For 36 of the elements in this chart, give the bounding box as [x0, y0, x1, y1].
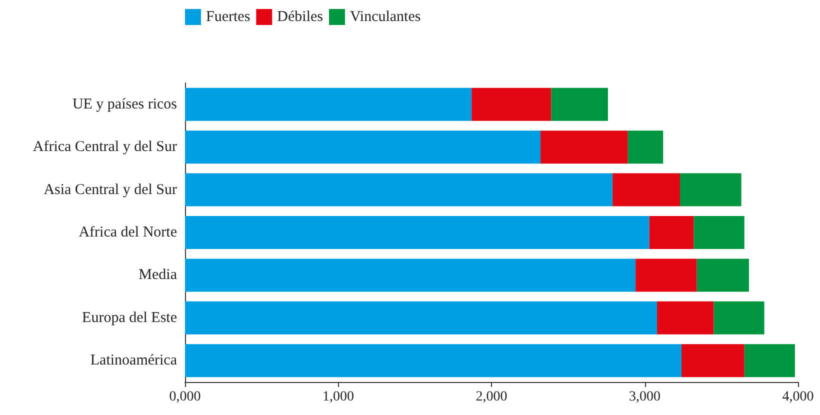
x-tick-label: 2,000 — [476, 390, 508, 404]
bar — [185, 258, 636, 292]
legend-label: Vinculantes — [350, 9, 421, 25]
bar — [185, 173, 613, 206]
bar — [682, 344, 744, 378]
x-tick-label: 3,000 — [629, 390, 660, 404]
x-tick-label: 0,000 — [169, 390, 201, 404]
bar — [628, 130, 664, 164]
bar — [680, 173, 742, 206]
y-tick-label: Africa del Norte — [78, 224, 178, 240]
x-tick-label: 1,000 — [322, 390, 354, 404]
bar — [551, 88, 608, 121]
bar — [472, 88, 552, 121]
y-tick-label: Europa del Este — [82, 310, 178, 326]
bar — [649, 216, 694, 249]
y-tick-label: Latinoamérica — [90, 352, 178, 369]
bar — [696, 258, 749, 292]
bar — [636, 258, 697, 292]
bar — [694, 216, 744, 249]
bar — [714, 301, 764, 334]
y-tick-label: UE y países ricos — [72, 96, 178, 112]
bar — [612, 173, 680, 206]
bar — [657, 301, 714, 334]
bar — [185, 130, 541, 164]
legend-label: Fuertes — [206, 9, 250, 25]
y-tick-label: Media — [138, 267, 178, 284]
bar — [185, 88, 472, 121]
bar — [540, 130, 628, 164]
y-tick-label: Africa Central y del Sur — [32, 139, 177, 156]
bar — [185, 216, 650, 249]
bar — [744, 344, 795, 378]
y-tick-label: Asia Central y del Sur — [44, 182, 177, 198]
bar — [185, 301, 658, 334]
legend-label: Débiles — [277, 9, 324, 25]
x-tick-label: 4,000 — [782, 390, 814, 404]
bar — [185, 344, 682, 378]
